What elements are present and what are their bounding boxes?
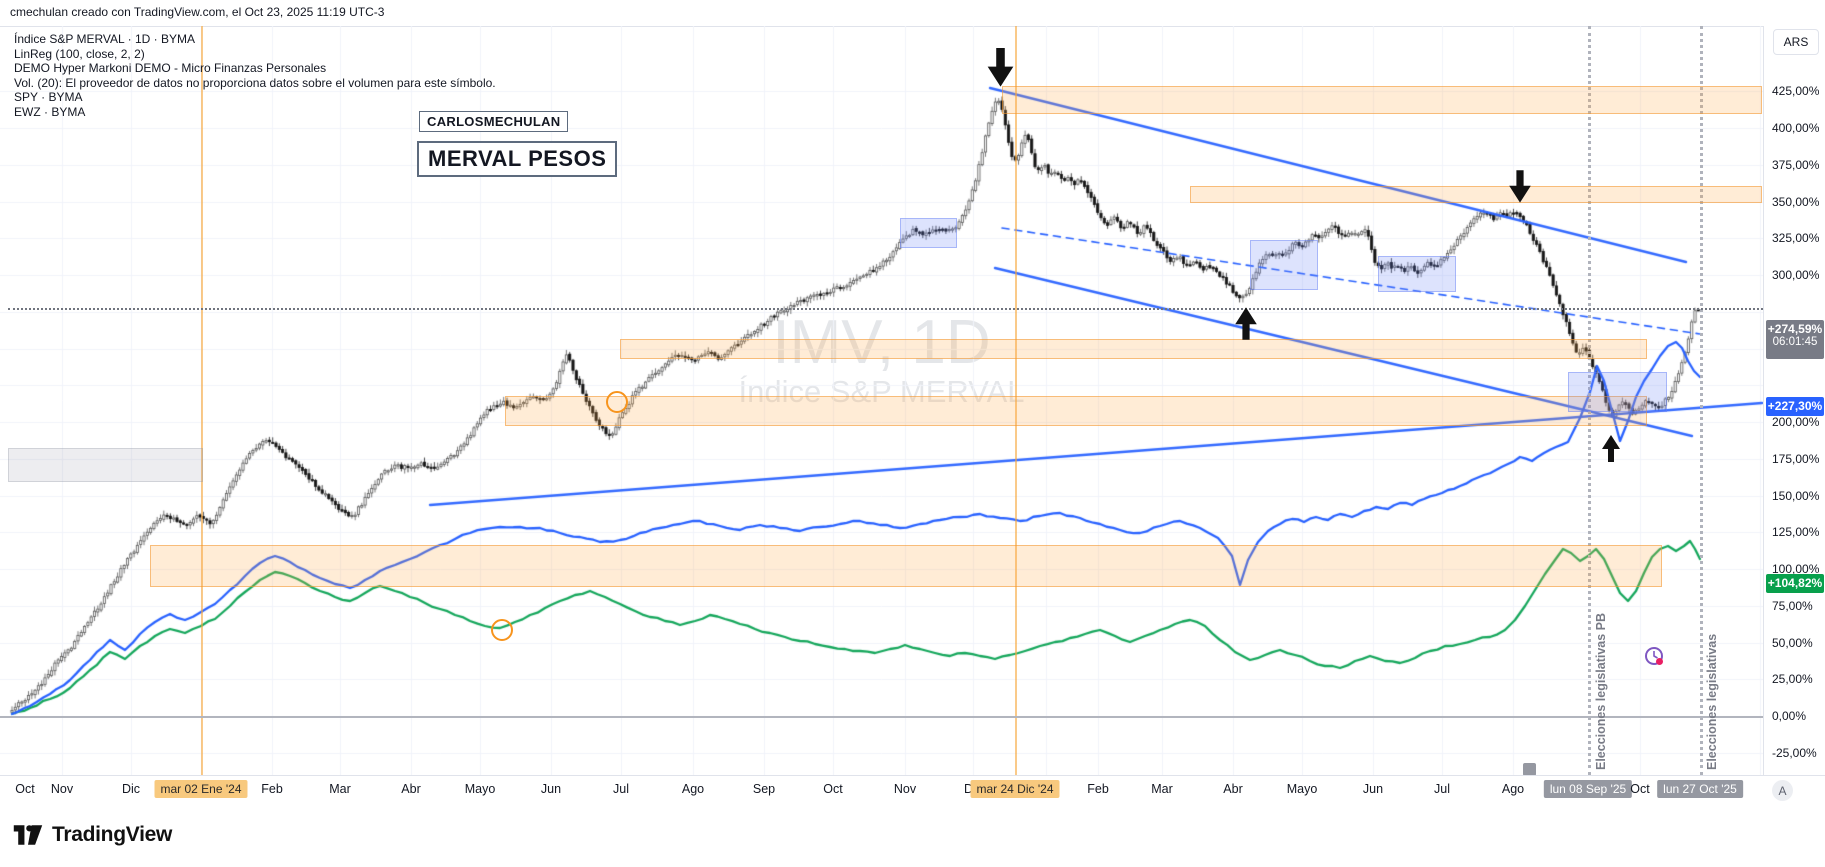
supply-zone-rectangle[interactable]: [150, 545, 1662, 587]
price-axis-label: 350,00%: [1772, 195, 1820, 209]
consolidation-box[interactable]: [1250, 240, 1318, 290]
axis-settings-button[interactable]: A: [1772, 780, 1793, 801]
price-axis[interactable]: ARS 425,00% 400,00% 375,00% 350,00% 325,00% 3…: [1763, 26, 1825, 775]
time-axis-label: Oct: [1630, 782, 1650, 796]
up-arrow-annotation[interactable]: [1234, 306, 1258, 340]
legend-ewz[interactable]: EWZ · BYMA: [14, 104, 86, 119]
time-axis-label: Mayo: [464, 782, 496, 796]
time-axis[interactable]: Oct Nov Dic mar 02 Ene '24 Feb Mar Abr Mayo Jun J…: [0, 775, 1825, 806]
time-axis-label: Nov: [50, 782, 74, 796]
legend-main-symbol[interactable]: Índice S&P MERVAL · 1D · BYMA: [14, 32, 195, 46]
zero-percent-line: [0, 716, 1763, 718]
time-axis-date-badge: mar 24 Dic '24: [970, 780, 1060, 798]
supply-zone-rectangle[interactable]: [1190, 186, 1762, 203]
price-axis-label: 100,00%: [1772, 562, 1820, 576]
merval-last-value-badge: +274,59% 06:01:45: [1766, 320, 1824, 359]
currency-toggle-button[interactable]: ARS: [1773, 29, 1819, 55]
down-arrow-annotation[interactable]: [1508, 170, 1532, 204]
supply-zone-rectangle[interactable]: [620, 339, 1647, 359]
time-axis-label: Oct: [15, 782, 35, 796]
price-axis-label: 425,00%: [1772, 84, 1820, 98]
price-chart-canvas[interactable]: [0, 26, 1763, 775]
author-text-annotation[interactable]: CARLOSMECHULAN: [419, 111, 569, 132]
legend-linreg[interactable]: LinReg (100, close, 2, 2): [14, 46, 145, 61]
time-axis-label: Jun: [540, 782, 562, 796]
supply-zone-rectangle[interactable]: [505, 396, 1647, 426]
time-axis-label: Nov: [893, 782, 917, 796]
time-axis-label: Mayo: [1286, 782, 1318, 796]
spy-last-value-badge: +227,30%: [1766, 397, 1824, 416]
time-axis-label: Feb: [261, 782, 283, 796]
price-axis-label: 400,00%: [1772, 121, 1820, 135]
time-axis-label: Sep: [752, 782, 776, 796]
time-axis-label: Abr: [1223, 782, 1243, 796]
legend-pane: Índice S&P MERVAL · 1D · BYMA LinReg (10…: [14, 32, 496, 120]
consolidation-box[interactable]: [1378, 256, 1456, 292]
time-axis-label: Dic: [121, 782, 141, 796]
price-axis-label: 125,00%: [1772, 525, 1820, 539]
vertical-date-line[interactable]: [201, 26, 203, 775]
price-axis-label: 375,00%: [1772, 158, 1820, 172]
legend-spy[interactable]: SPY · BYMA: [14, 90, 83, 105]
circle-annotation[interactable]: [606, 391, 628, 413]
price-axis-label: 150,00%: [1772, 489, 1820, 503]
down-arrow-annotation[interactable]: [986, 48, 1015, 88]
legend-volume-note[interactable]: Vol. (20): El proveedor de datos no prop…: [14, 75, 496, 90]
price-axis-label: 325,00%: [1772, 231, 1820, 245]
legend-demo-indicator[interactable]: DEMO Hyper Markoni DEMO - Micro Finanzas…: [14, 61, 327, 76]
event-marker-icon[interactable]: [1523, 763, 1536, 776]
price-axis-label: 300,00%: [1772, 268, 1820, 282]
election-event-line[interactable]: [1588, 26, 1591, 775]
time-axis-date-badge: lun 27 Oct '25: [1657, 780, 1743, 798]
price-axis-label: 175,00%: [1772, 452, 1820, 466]
last-price-dotted-line: [8, 308, 1763, 310]
time-axis-label: Mar: [1151, 782, 1173, 796]
footer-bar: TradingView: [12, 822, 172, 848]
time-axis-date-badge: lun 08 Sep '25: [1543, 780, 1633, 798]
time-axis-label: Jul: [613, 782, 629, 796]
time-axis-label: Abr: [401, 782, 421, 796]
up-arrow-annotation[interactable]: [1601, 434, 1621, 462]
price-axis-label: 75,00%: [1772, 599, 1813, 613]
time-axis-label: Oct: [823, 782, 843, 796]
price-axis-label: 200,00%: [1772, 415, 1820, 429]
election-national-label[interactable]: Elecciones legislativas: [1705, 633, 1719, 770]
price-axis-label: 0,00%: [1772, 709, 1807, 723]
ewz-last-value-badge: +104,82%: [1766, 574, 1824, 593]
circle-annotation[interactable]: [491, 619, 513, 641]
price-axis-label: 50,00%: [1772, 636, 1813, 650]
creator-attribution: cmechulan creado con TradingView.com, el…: [10, 5, 385, 19]
time-axis-date-badge: mar 02 Ene '24: [154, 780, 248, 798]
supply-zone-rectangle[interactable]: [1002, 86, 1762, 114]
consolidation-box[interactable]: [900, 218, 957, 248]
consolidation-box[interactable]: [1568, 372, 1667, 412]
time-axis-label: Feb: [1087, 782, 1109, 796]
time-axis-label: Ago: [1501, 782, 1525, 796]
tradingview-brand-text[interactable]: TradingView: [52, 823, 173, 846]
price-axis-label: 25,00%: [1772, 672, 1813, 686]
chart-title-annotation[interactable]: MERVAL PESOS: [417, 141, 618, 177]
alert-clock-icon[interactable]: [1644, 646, 1664, 666]
time-axis-label: Mar: [329, 782, 351, 796]
time-axis-label: Jun: [1362, 782, 1384, 796]
election-pb-label[interactable]: Elecciones legislativas PB: [1594, 612, 1608, 770]
gray-zone-rectangle[interactable]: [8, 448, 203, 482]
election-event-line[interactable]: [1700, 26, 1703, 775]
price-axis-label: -25,00%: [1772, 746, 1817, 760]
vertical-date-line[interactable]: [1015, 26, 1017, 775]
time-axis-label: Jul: [1434, 782, 1450, 796]
tradingview-logo-icon[interactable]: [12, 822, 44, 848]
time-axis-label: Ago: [681, 782, 705, 796]
